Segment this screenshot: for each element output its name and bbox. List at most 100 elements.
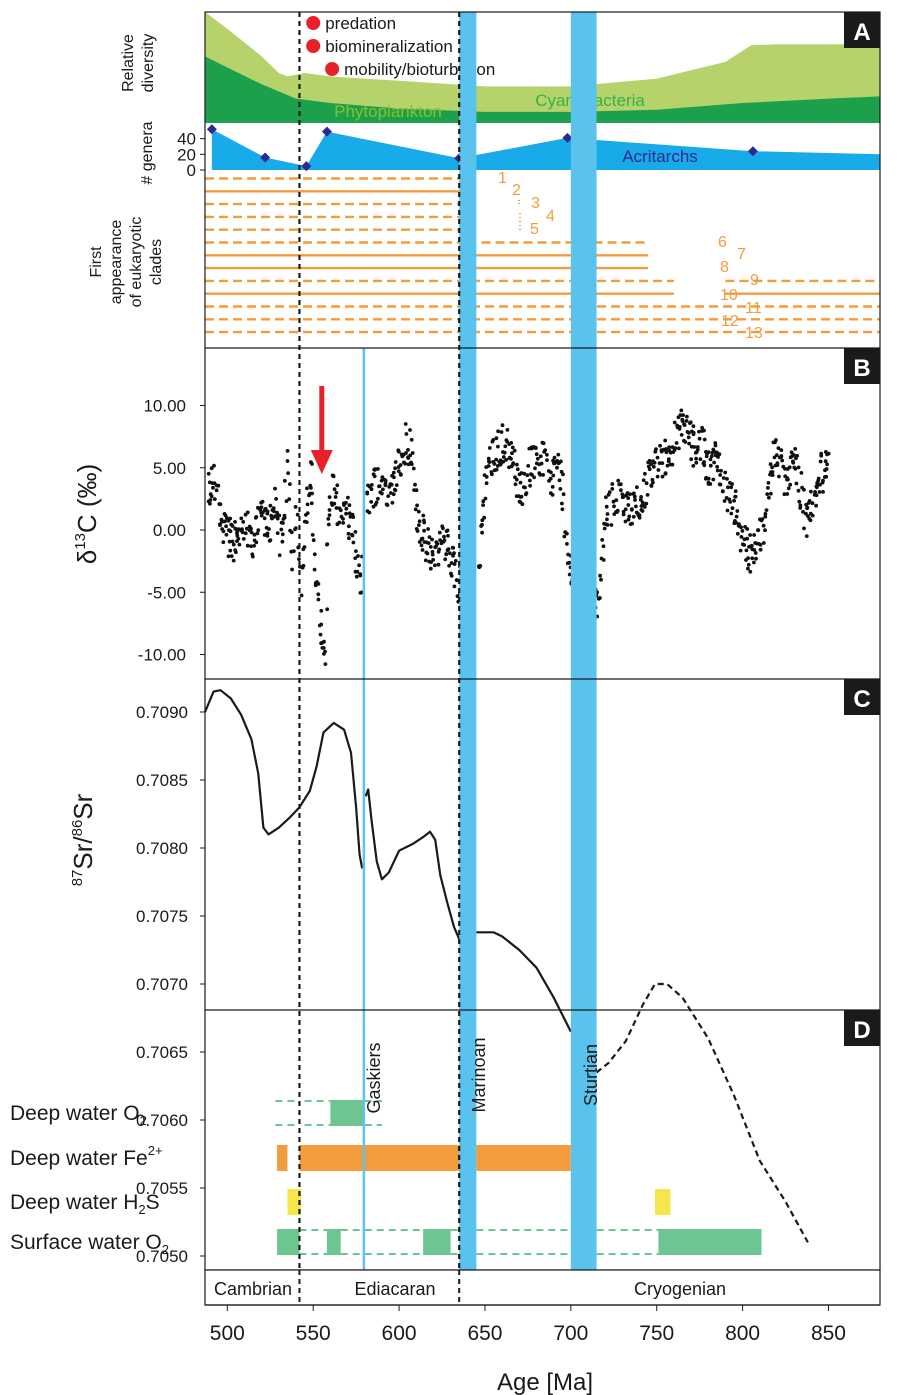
b-point-176	[316, 582, 321, 586]
b-point-402	[478, 564, 483, 568]
panel-letter-box-b	[844, 348, 880, 384]
b-point-817	[761, 523, 766, 528]
b-point-117	[275, 531, 280, 535]
b-point-847	[779, 448, 784, 452]
b-point-911	[819, 451, 824, 456]
b-point-768	[732, 498, 736, 503]
b-point-800	[749, 543, 754, 548]
b-point-746	[716, 455, 720, 459]
b-point-419	[487, 460, 492, 464]
b-point-407	[481, 499, 486, 504]
b-point-209	[335, 483, 340, 488]
b-point-873	[796, 465, 801, 470]
x-tick-700: 700	[553, 1322, 588, 1345]
b-point-290	[392, 475, 396, 480]
x-tick-600: 600	[382, 1322, 417, 1345]
b-point-148	[299, 593, 304, 598]
b-point-667	[670, 445, 675, 449]
b-point-798	[748, 569, 753, 574]
b-point-44	[233, 526, 238, 531]
b-point-828	[769, 491, 773, 496]
b-point-820	[763, 528, 767, 533]
b-point-615	[637, 515, 642, 520]
acritarch-label: Acritarchs	[622, 147, 698, 166]
c-ylabel: 87Sr/86Sr	[68, 793, 98, 886]
panel-c-strontium-plot: 0.7050 0.7055 0.7060 0.7065 0.7070 0.7075 0.70…	[68, 689, 809, 1266]
b-point-41	[230, 524, 235, 528]
b-point-696	[688, 420, 693, 425]
b-point-794	[746, 562, 751, 567]
b-point-482	[528, 483, 532, 488]
b-point-373	[443, 557, 448, 562]
b-point-616	[638, 497, 643, 502]
b-point-326	[415, 503, 419, 508]
b-point-279	[385, 503, 390, 507]
b-point-858	[786, 486, 791, 491]
b-point-474	[520, 502, 525, 507]
b-point-605	[631, 492, 636, 496]
d-bar-2-0	[287, 1189, 302, 1215]
acritarch-tick-40: 40	[177, 130, 196, 149]
b-point-535	[562, 534, 567, 539]
b-point-693	[686, 435, 691, 440]
b-point-219	[344, 511, 348, 516]
b-point-657	[664, 447, 668, 451]
acritarch-point-5	[562, 132, 573, 143]
b-point-643	[655, 455, 660, 460]
clades-ylabel-line3: of eukaryotic	[128, 217, 145, 308]
b-point-310	[404, 432, 409, 436]
b-point-854	[785, 492, 790, 496]
clade-number-5: 5	[530, 221, 539, 238]
b-point-841	[775, 461, 780, 466]
b-point-706	[694, 456, 698, 461]
b-point-430	[496, 429, 500, 434]
b-point-838	[774, 438, 778, 442]
b-point-628	[645, 493, 650, 497]
b-point-495	[534, 452, 539, 457]
b-point-732	[708, 457, 713, 462]
b-point-876	[797, 499, 802, 504]
b-point-293	[393, 460, 398, 464]
b-point-42	[231, 542, 236, 547]
b-point-803	[752, 560, 756, 565]
b-point-305	[401, 453, 405, 457]
b-point-63	[243, 531, 248, 536]
b-point-262	[373, 467, 377, 471]
b-point-659	[665, 463, 670, 468]
b-ylabel-rest: C (‰)	[72, 464, 102, 533]
b-point-887	[804, 534, 809, 538]
b-point-369	[441, 526, 445, 531]
d-row-label-3: Surface water O2	[10, 1231, 169, 1257]
b-point-331	[417, 519, 422, 524]
b-point-871	[794, 481, 799, 486]
b-point-717	[702, 428, 706, 433]
glaciation-label-marinoan: Marinoan	[469, 1037, 489, 1112]
c-tick-0.7085: 0.7085	[136, 771, 188, 790]
b-point-792	[746, 556, 750, 560]
b-point-440	[501, 459, 506, 464]
b-point-797	[748, 533, 752, 537]
b-point-185	[321, 646, 326, 650]
b-point-726	[706, 476, 711, 481]
b-point-708	[694, 460, 699, 465]
b-point-578	[614, 498, 619, 502]
d-bar-3-3	[658, 1229, 762, 1255]
b-point-833	[770, 470, 775, 474]
b-point-508	[545, 458, 549, 462]
b-point-766	[730, 506, 735, 511]
b-point-913	[821, 490, 825, 494]
b-point-142	[293, 526, 298, 531]
b-point-32	[226, 554, 231, 559]
b-point-271	[380, 491, 384, 496]
b-point-514	[550, 485, 555, 489]
b-point-187	[322, 639, 326, 644]
b-point-92	[262, 516, 267, 521]
b-point-256	[369, 483, 374, 487]
b-point-180	[319, 608, 324, 613]
b-point-223	[347, 536, 351, 541]
b-point-6	[209, 494, 214, 499]
b-point-851	[783, 466, 787, 471]
b-point-533	[561, 472, 565, 477]
b-point-427	[494, 457, 499, 462]
b-point-490	[532, 475, 536, 480]
